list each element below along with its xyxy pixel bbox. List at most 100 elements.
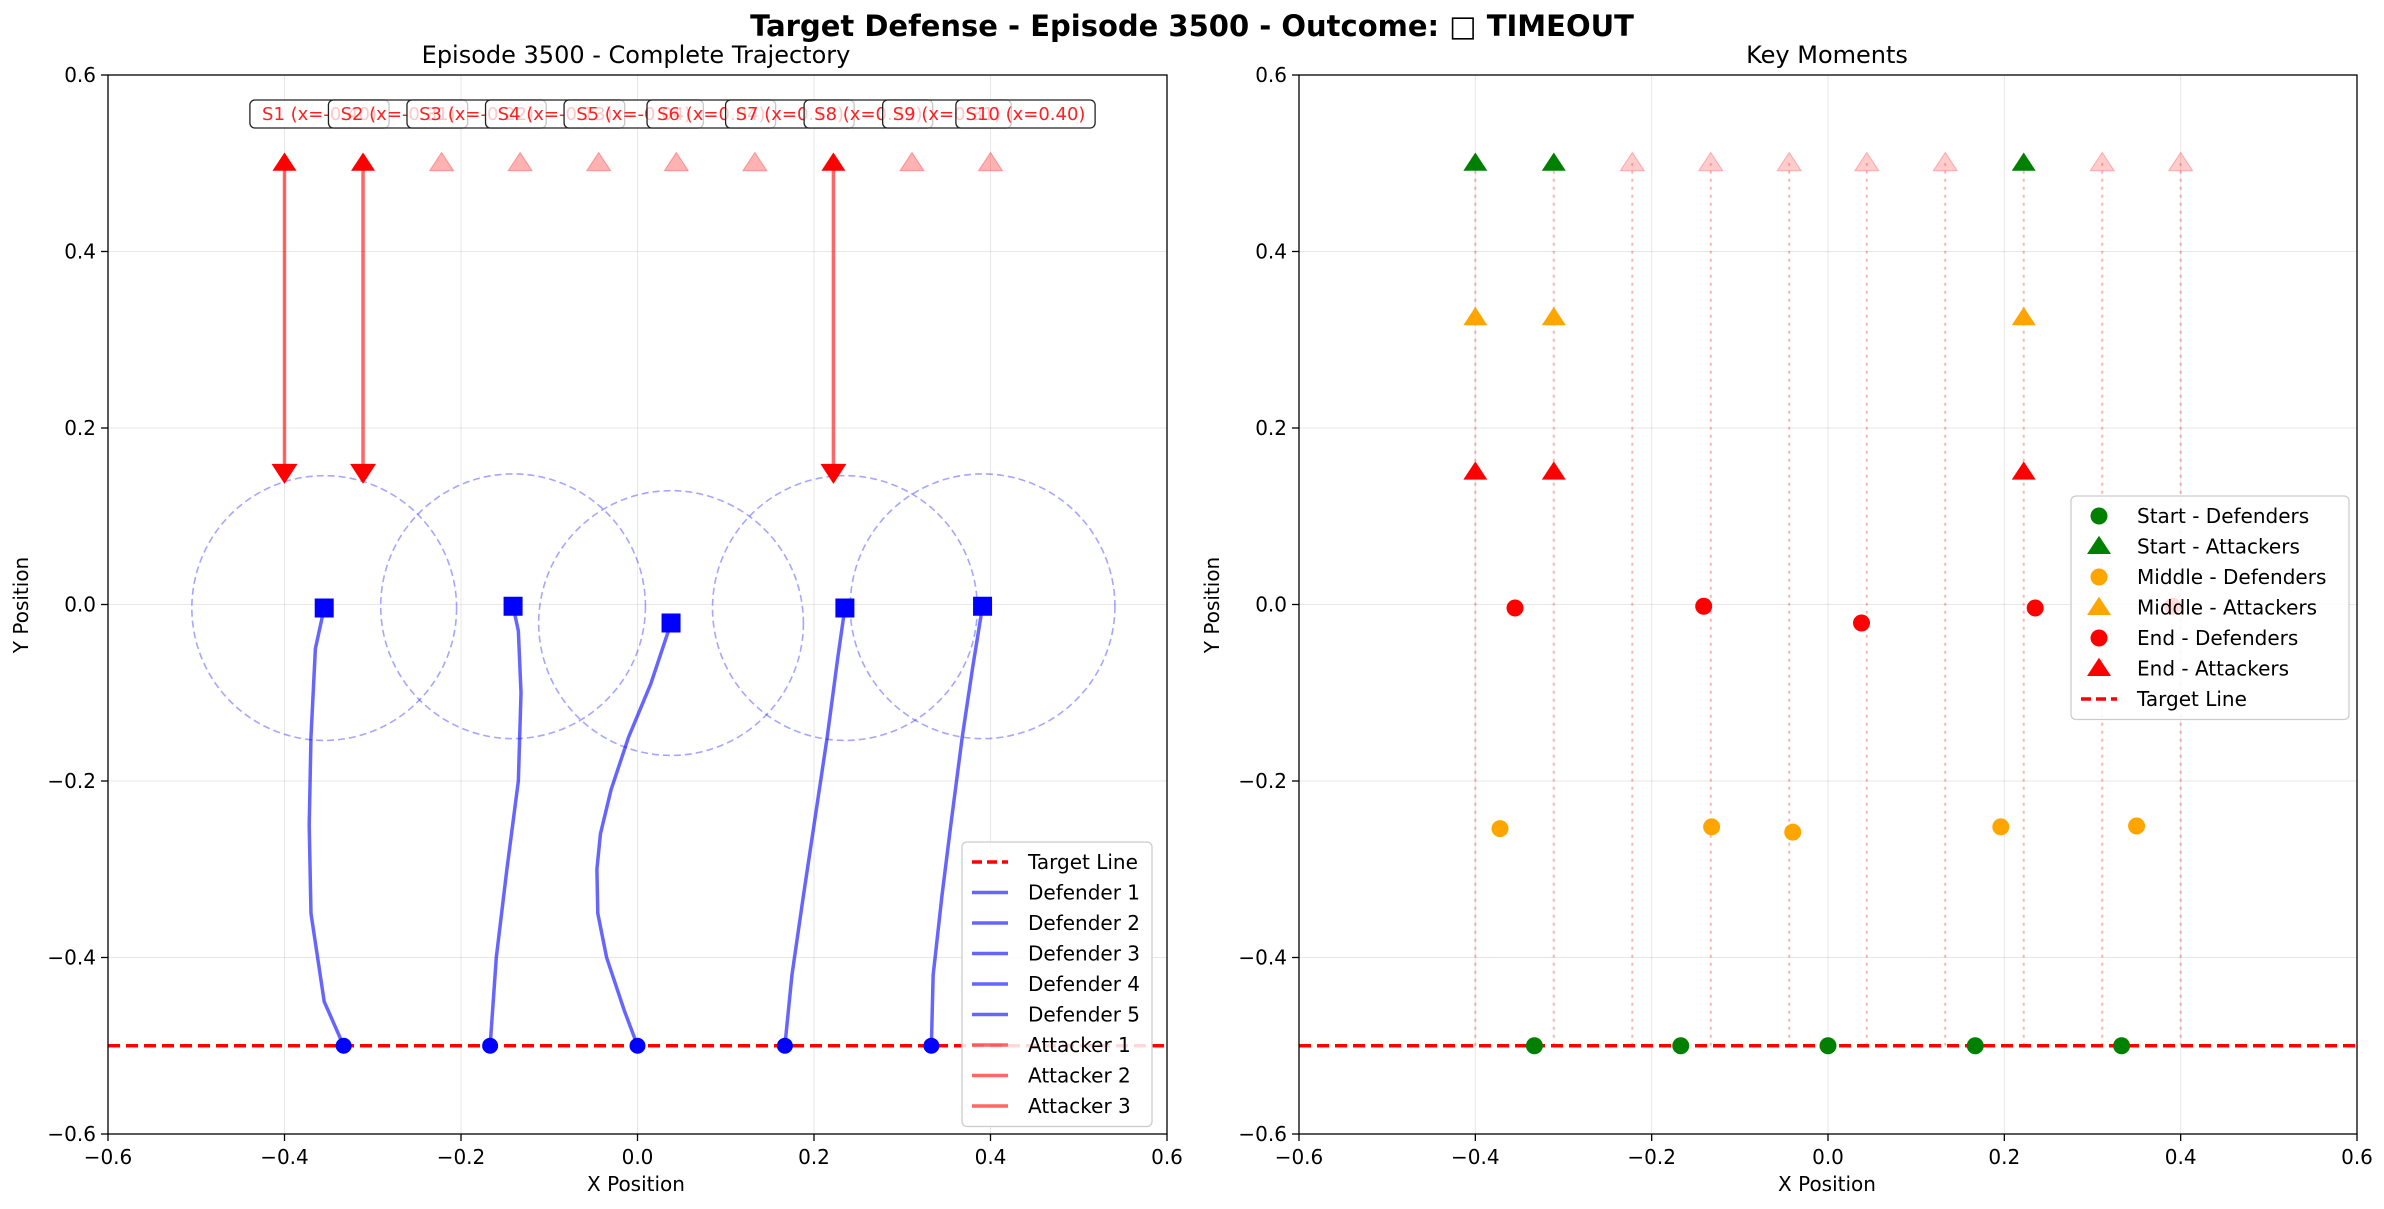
series-point-circle — [1672, 1037, 1690, 1055]
legend-label: End - Attackers — [2137, 657, 2289, 681]
key-moments-panel-title: Key Moments — [1746, 41, 1908, 69]
x-tick-label: 0.0 — [1812, 1145, 1844, 1169]
legend-marker — [2090, 507, 2108, 525]
inactive-spawn-marker — [977, 151, 1004, 172]
legend-label: Defender 5 — [1028, 1003, 1140, 1027]
legend-marker — [2087, 657, 2111, 677]
x-tick-label: 0.0 — [622, 1145, 654, 1169]
series-point-circle — [1853, 614, 1871, 632]
y-tick-label: 0.4 — [1255, 240, 1287, 264]
series-point-circle — [1819, 1037, 1837, 1055]
series-point-circle — [1491, 820, 1509, 838]
inactive-spawn-marker — [2167, 151, 2194, 172]
series-point-triangle — [1541, 461, 1566, 480]
attacker-end-marker — [350, 463, 377, 484]
y-tick-label: 0.6 — [64, 63, 96, 87]
key-moments-legend: Start - Defenders Start - Attackers Middle… — [2070, 495, 2350, 721]
key-moments-x-axis-label: X Position — [1778, 1172, 1876, 1196]
key-moments-y-axis-label: Y Position — [1200, 557, 1224, 654]
x-tick-label: −0.6 — [1275, 1145, 1324, 1169]
axes-frame — [1298, 74, 2358, 1135]
inactive-spawn-marker — [663, 151, 690, 172]
series-point-triangle — [1541, 306, 1566, 326]
defender-path — [783, 607, 847, 1046]
legend-label: Attacker 2 — [1028, 1064, 1131, 1088]
y-tick-label: 0.0 — [1255, 593, 1287, 617]
capture-radius-circle — [537, 489, 805, 757]
capture-radius-circle — [191, 474, 458, 742]
defender-start-marker — [482, 1037, 499, 1054]
attacker-start-marker — [821, 152, 846, 171]
attacker-start-marker — [272, 152, 297, 171]
legend-label: Defender 2 — [1028, 911, 1140, 935]
key-moments-panel: Key Moments −0.6−0.6 −0.4 −0.4 −0.2 −0.2 0.0 0… — [1200, 41, 2373, 1196]
y-tick-label: 0.6 — [1255, 63, 1287, 87]
defender-path — [595, 622, 673, 1047]
legend-label: Target Line — [1027, 850, 1138, 874]
attacker-end-marker — [271, 463, 298, 484]
legend-marker — [2090, 629, 2108, 647]
series-point-triangle — [2011, 152, 2036, 171]
defender-start-marker — [629, 1037, 646, 1054]
y-tick-label: −0.6 — [47, 1122, 96, 1146]
series-point-triangle — [1541, 152, 1566, 171]
legend-box — [961, 841, 1153, 1128]
legend-label: Defender 1 — [1028, 881, 1140, 905]
legend-label: Attacker 3 — [1028, 1094, 1131, 1118]
legend-label: End - Defenders — [2137, 626, 2298, 650]
y-tick-label: 0.0 — [64, 593, 96, 617]
series-point-triangle — [1463, 306, 1488, 326]
y-tick-label: −0.4 — [1238, 946, 1287, 970]
inactive-spawn-marker — [507, 151, 534, 172]
legend-box — [2070, 495, 2350, 721]
series-point-circle — [1703, 818, 1721, 836]
defender-path — [307, 607, 346, 1047]
legend-marker — [2090, 568, 2108, 586]
series-point-circle — [1966, 1037, 1984, 1055]
series-point-circle — [2026, 599, 2044, 617]
defender-end-marker — [835, 598, 855, 618]
legend-label: Attacker 1 — [1028, 1033, 1131, 1057]
inactive-spawn-marker — [1776, 151, 1803, 172]
series-point-circle — [1695, 597, 1713, 615]
legend-label: Defender 4 — [1028, 972, 1140, 996]
y-tick-label: −0.6 — [1238, 1122, 1287, 1146]
series-point-triangle — [2011, 306, 2036, 326]
x-tick-label: −0.2 — [437, 1145, 486, 1169]
trajectory-x-axis-label: X Position — [587, 1172, 685, 1196]
series-point-circle — [1506, 599, 1524, 617]
inactive-spawn-marker — [1932, 151, 1959, 172]
sensor-label-box — [955, 99, 1096, 129]
x-tick-label: −0.2 — [1627, 1145, 1676, 1169]
y-tick-label: 0.2 — [64, 416, 96, 440]
legend-label: Middle - Attackers — [2137, 596, 2317, 620]
legend-label: Start - Defenders — [2137, 504, 2309, 528]
trajectory-panel-title: Episode 3500 - Complete Trajectory — [422, 41, 851, 69]
series-point-triangle — [1463, 461, 1488, 480]
defender-start-marker — [923, 1037, 940, 1054]
inactive-spawn-marker — [428, 151, 455, 172]
x-tick-label: 0.2 — [798, 1145, 830, 1169]
defender-start-marker — [776, 1037, 793, 1054]
x-tick-label: 0.6 — [2341, 1145, 2373, 1169]
x-tick-label: −0.4 — [260, 1145, 309, 1169]
defender-start-marker — [335, 1037, 352, 1054]
legend-marker — [2087, 596, 2111, 616]
key-moments-plot-area — [1299, 151, 2357, 1055]
inactive-spawn-marker — [1697, 151, 1724, 172]
y-tick-label: −0.2 — [47, 769, 96, 793]
key-moments-axes: −0.6−0.6 −0.4 −0.4 −0.2 −0.2 0.0 0.0 0.2 0.2 0.4 0… — [1238, 63, 2372, 1169]
legend-label: Start - Attackers — [2137, 535, 2300, 559]
attacker-start-marker — [351, 152, 376, 171]
legend-label: Defender 3 — [1028, 942, 1140, 966]
series-point-circle — [2128, 817, 2146, 835]
series-point-circle — [1525, 1037, 1543, 1055]
x-tick-label: −0.6 — [84, 1145, 133, 1169]
inactive-spawn-marker — [899, 151, 925, 172]
trajectory-plot-area: S1 (x=-0.40)S2 (x=-0.31)S3 (x=-0.22)S4 (… — [108, 99, 1167, 1054]
series-point-circle — [1784, 823, 1802, 841]
trajectory-axes: −0.6−0.6 −0.4 −0.4 −0.2 −0.2 0.0 0.0 0.2 0.2 0.4 0… — [47, 63, 1182, 1169]
series-point-circle — [1992, 818, 2010, 836]
attacker-end-marker — [820, 463, 847, 484]
